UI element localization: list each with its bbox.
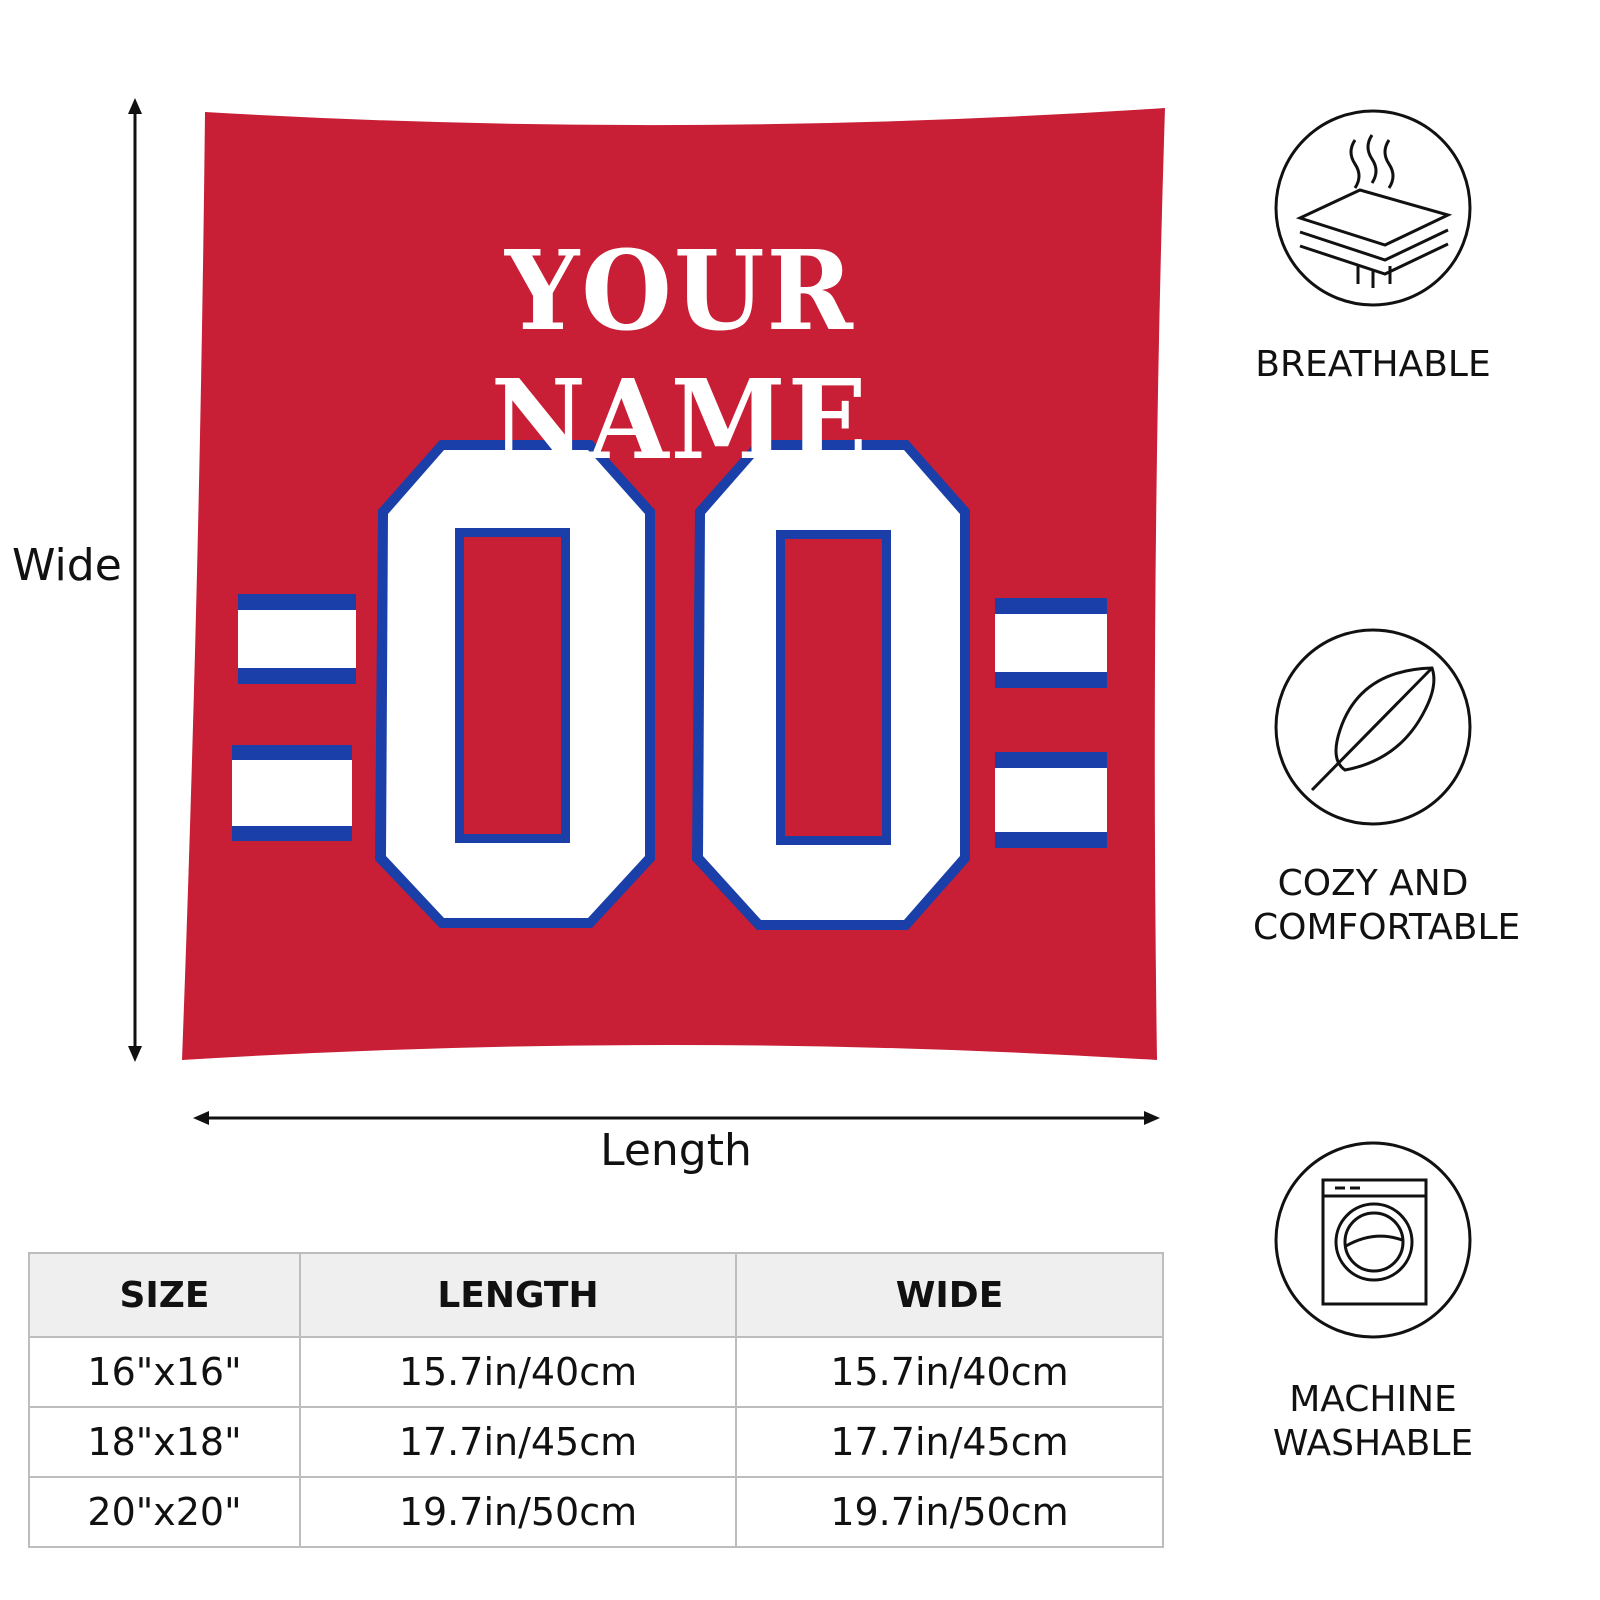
cell-wide: 17.7in/45cm xyxy=(735,1406,1164,1478)
sleeve-stripes-left xyxy=(232,594,356,841)
number-digit-1 xyxy=(375,440,655,928)
header-size: SIZE xyxy=(28,1252,301,1338)
header-wide: WIDE xyxy=(735,1252,1164,1338)
size-table: SIZE LENGTH WIDE 16"x16" 15.7in/40cm 15.… xyxy=(28,1252,1164,1548)
header-length: LENGTH xyxy=(299,1252,737,1338)
cell-size: 18"x18" xyxy=(28,1406,301,1478)
number-digit-2 xyxy=(692,440,970,930)
table-row: 16"x16" 15.7in/40cm 15.7in/40cm xyxy=(28,1336,1164,1408)
table-row: 20"x20" 19.7in/50cm 19.7in/50cm xyxy=(28,1476,1164,1548)
feature-label-cozy: COZY AND COMFORTABLE xyxy=(1253,863,1521,948)
wide-arrow xyxy=(128,98,142,1062)
length-arrow xyxy=(193,1111,1160,1125)
table-row: 18"x18" 17.7in/45cm 17.7in/45cm xyxy=(28,1406,1164,1478)
cell-length: 15.7in/40cm xyxy=(299,1336,737,1408)
length-label: Length xyxy=(600,1125,752,1176)
cell-length: 19.7in/50cm xyxy=(299,1476,737,1548)
feature-label-washable: MACHINE WASHABLE xyxy=(1272,1379,1474,1464)
washing-machine-icon xyxy=(1274,1141,1472,1339)
feature-label-breathable: BREATHABLE xyxy=(1255,344,1491,385)
cell-wide: 15.7in/40cm xyxy=(735,1336,1164,1408)
cell-size: 20"x20" xyxy=(28,1476,301,1548)
cell-length: 17.7in/45cm xyxy=(299,1406,737,1478)
player-name-text: YOUR NAME xyxy=(490,225,870,485)
breathable-layers-icon xyxy=(1274,109,1472,307)
sleeve-stripes-right xyxy=(995,598,1107,848)
table-header-row: SIZE LENGTH WIDE xyxy=(28,1252,1164,1338)
feather-icon xyxy=(1274,628,1472,826)
wide-label: Wide xyxy=(12,540,122,591)
cell-wide: 19.7in/50cm xyxy=(735,1476,1164,1548)
cell-size: 16"x16" xyxy=(28,1336,301,1408)
